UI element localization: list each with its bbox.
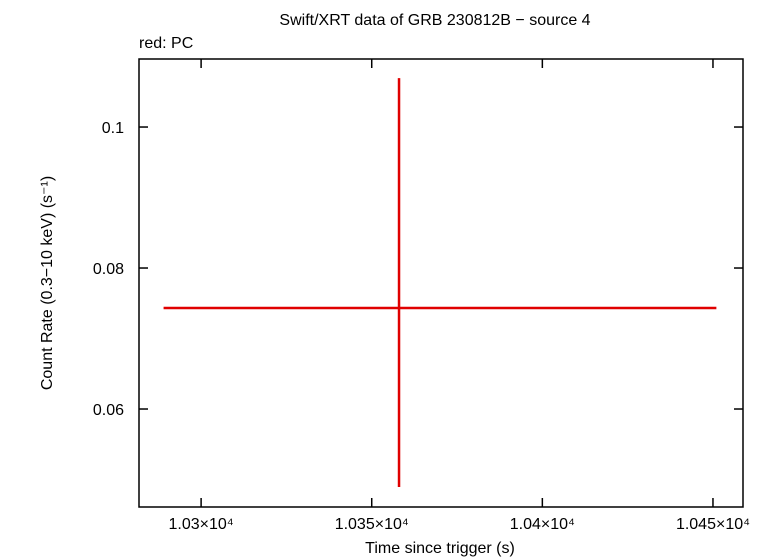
chart-title: Swift/XRT data of GRB 230812B − source 4 bbox=[279, 12, 590, 29]
y-tick-label: 0.08 bbox=[93, 261, 124, 278]
x-tick-label: 1.045×10⁴ bbox=[676, 516, 750, 533]
x-axis-label: Time since trigger (s) bbox=[365, 540, 515, 557]
y-tick-label: 0.1 bbox=[102, 120, 124, 137]
y-axis-label: Count Rate (0.3−10 keV) (s⁻¹) bbox=[39, 176, 56, 390]
subtitle: red: PC bbox=[139, 35, 193, 52]
x-tick-label: 1.03×10⁴ bbox=[169, 516, 234, 533]
x-tick-label: 1.04×10⁴ bbox=[510, 516, 575, 533]
x-tick-label: 1.035×10⁴ bbox=[335, 516, 409, 533]
plot-frame bbox=[138, 58, 744, 508]
y-tick-label: 0.06 bbox=[93, 402, 124, 419]
